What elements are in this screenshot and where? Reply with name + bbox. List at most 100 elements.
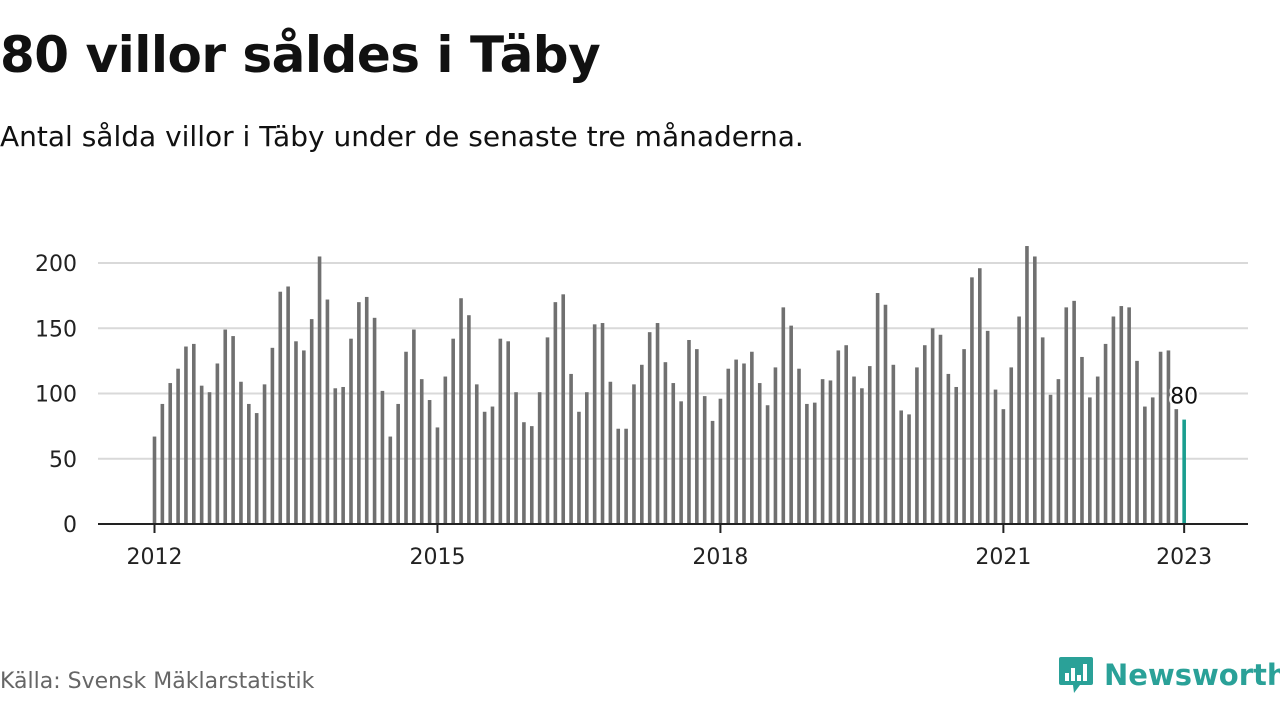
bar [765, 405, 770, 524]
y-tick-label: 150 [35, 317, 77, 342]
x-tick-label: 2021 [975, 545, 1031, 570]
bar [789, 325, 793, 524]
bar [231, 336, 235, 524]
bar [380, 390, 385, 524]
bar [718, 398, 723, 524]
bar [671, 383, 676, 524]
bar [978, 268, 982, 524]
bar [875, 293, 880, 524]
bar [844, 345, 848, 524]
bar [600, 323, 605, 524]
bar-chart: 2012 2015 2018 2021 2023 0 50 100 150 200 80 [35, 246, 1248, 570]
bar [915, 367, 919, 524]
bar [742, 363, 746, 524]
bar [192, 343, 196, 524]
bar [199, 385, 204, 524]
y-tick-label: 200 [35, 252, 77, 277]
bar [797, 368, 801, 524]
bar [616, 428, 621, 524]
bar [160, 403, 165, 524]
bar [907, 414, 911, 524]
bar [867, 366, 872, 524]
bar [1080, 356, 1084, 524]
bar [435, 427, 440, 524]
bar [482, 411, 487, 524]
bar [1048, 394, 1053, 524]
bar [687, 339, 691, 524]
bar [1103, 343, 1108, 524]
bar [1056, 379, 1061, 524]
bar [577, 411, 581, 524]
bar [781, 307, 786, 524]
bar [349, 338, 353, 524]
bar [1135, 360, 1139, 524]
bar [396, 403, 400, 524]
brand-name: Newsworthy [1104, 658, 1280, 692]
bar [647, 332, 652, 524]
bar [404, 351, 408, 524]
bar [852, 376, 856, 524]
bar [1001, 409, 1006, 524]
y-tick-label: 50 [49, 448, 77, 473]
bar [459, 298, 463, 524]
bar [270, 347, 275, 524]
bar [812, 402, 817, 524]
bar [734, 359, 738, 524]
bar [710, 420, 715, 524]
bar [1127, 307, 1131, 524]
bar [506, 341, 510, 524]
bar [372, 317, 377, 524]
bar [302, 350, 306, 524]
bar [608, 381, 613, 524]
y-tick-label: 100 [35, 383, 77, 408]
bar [529, 426, 534, 524]
bar [750, 351, 754, 524]
bar [561, 294, 566, 524]
bar [640, 364, 644, 524]
bar [537, 392, 542, 524]
brand: Newsworthy [1058, 653, 1280, 697]
bar [1150, 397, 1155, 524]
bar [364, 296, 369, 524]
bar [419, 379, 424, 524]
bar [985, 330, 990, 524]
bar [1088, 397, 1092, 524]
bar [412, 329, 416, 524]
bar [309, 319, 314, 524]
bar [286, 286, 290, 524]
bar [883, 304, 888, 524]
bar [490, 406, 495, 524]
bar [805, 403, 809, 524]
bar [1033, 256, 1037, 524]
bar [757, 383, 762, 524]
bar [152, 436, 157, 524]
bar [1111, 316, 1116, 524]
bar [1017, 316, 1021, 524]
bar [357, 302, 361, 524]
bar [938, 334, 943, 524]
bar [498, 338, 503, 524]
bar [168, 383, 173, 524]
bar [899, 410, 903, 524]
bar [663, 362, 668, 524]
bar [860, 388, 864, 524]
chart-subtitle: Antal sålda villor i Täby under de senas… [0, 120, 804, 153]
bar [930, 328, 935, 524]
bar [962, 349, 966, 524]
bar [388, 436, 393, 524]
source-note: Källa: Svensk Mäklarstatistik [0, 669, 315, 694]
bar [679, 401, 683, 524]
bar [294, 341, 298, 524]
bar [1119, 306, 1124, 524]
y-axis-ticks: 0 50 100 150 200 [35, 252, 77, 538]
bar [624, 428, 628, 524]
bar [655, 323, 660, 524]
bar [254, 413, 259, 524]
bar [522, 422, 526, 524]
bar [341, 386, 345, 524]
bar [207, 392, 212, 524]
bars [152, 246, 1186, 524]
x-tick-label: 2012 [127, 545, 183, 570]
bar [325, 299, 330, 524]
bar [1158, 351, 1163, 524]
